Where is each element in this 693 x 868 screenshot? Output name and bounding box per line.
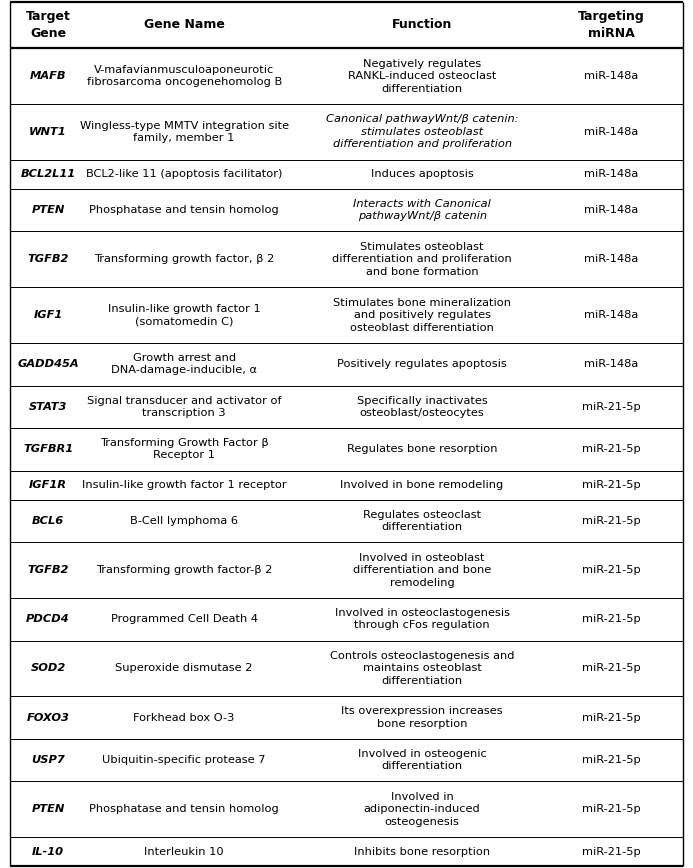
- Text: IGF1R: IGF1R: [29, 480, 67, 490]
- Text: BCL6: BCL6: [32, 516, 64, 526]
- Text: Signal transducer and activator of
transcription 3: Signal transducer and activator of trans…: [87, 396, 281, 418]
- Text: Negatively regulates
RANKL-induced osteoclast
differentiation: Negatively regulates RANKL-induced osteo…: [348, 59, 496, 94]
- Text: Induces apoptosis: Induces apoptosis: [371, 169, 473, 180]
- Text: miR-148a: miR-148a: [584, 310, 638, 320]
- Text: Involved in osteoclastogenesis
through cFos regulation: Involved in osteoclastogenesis through c…: [335, 608, 509, 630]
- Text: Interacts with Canonical
pathwayWnt/β catenin: Interacts with Canonical pathwayWnt/β ca…: [353, 199, 491, 221]
- Text: Canonical pathwayWnt/β catenin:
stimulates osteoblast
differentiation and prolif: Canonical pathwayWnt/β catenin: stimulat…: [326, 115, 518, 149]
- Text: PDCD4: PDCD4: [26, 615, 70, 624]
- Text: Involved in osteoblast
differentiation and bone
remodeling: Involved in osteoblast differentiation a…: [353, 553, 491, 588]
- Text: V-mafavianmusculoaponeurotic
fibrosarcoma oncogenehomolog B: V-mafavianmusculoaponeurotic fibrosarcom…: [87, 65, 282, 88]
- Text: BCL2L11: BCL2L11: [21, 169, 76, 180]
- Text: IL-10: IL-10: [32, 846, 64, 857]
- Text: miR-21-5p: miR-21-5p: [582, 663, 641, 674]
- Text: TGFB2: TGFB2: [27, 254, 69, 265]
- Text: miR-21-5p: miR-21-5p: [582, 480, 641, 490]
- Text: miR-21-5p: miR-21-5p: [582, 846, 641, 857]
- Text: miR-148a: miR-148a: [584, 254, 638, 265]
- Text: Targeting
miRNA: Targeting miRNA: [578, 10, 644, 40]
- Text: FOXO3: FOXO3: [26, 713, 69, 722]
- Text: MAFB: MAFB: [30, 71, 67, 81]
- Text: Phosphatase and tensin homolog: Phosphatase and tensin homolog: [89, 804, 279, 814]
- Text: miR-148a: miR-148a: [584, 127, 638, 137]
- Text: Interleukin 10: Interleukin 10: [144, 846, 224, 857]
- Text: miR-148a: miR-148a: [584, 71, 638, 81]
- Text: Regulates bone resorption: Regulates bone resorption: [347, 444, 498, 454]
- Text: Transforming growth factor-β 2: Transforming growth factor-β 2: [96, 565, 272, 575]
- Text: Stimulates osteoblast
differentiation and proliferation
and bone formation: Stimulates osteoblast differentiation an…: [332, 242, 512, 277]
- Text: Inhibits bone resorption: Inhibits bone resorption: [354, 846, 490, 857]
- Text: Stimulates bone mineralization
and positively regulates
osteoblast differentiati: Stimulates bone mineralization and posit…: [333, 298, 511, 332]
- Text: PTEN: PTEN: [31, 804, 64, 814]
- Text: miR-21-5p: miR-21-5p: [582, 615, 641, 624]
- Text: Transforming Growth Factor β
Receptor 1: Transforming Growth Factor β Receptor 1: [100, 438, 268, 460]
- Text: Insulin-like growth factor 1
(somatomedin C): Insulin-like growth factor 1 (somatomedi…: [108, 304, 261, 326]
- Text: Specifically inactivates
osteoblast/osteocytes: Specifically inactivates osteoblast/oste…: [357, 396, 487, 418]
- Text: miR-21-5p: miR-21-5p: [582, 713, 641, 722]
- Text: STAT3: STAT3: [29, 402, 67, 411]
- Text: TGFB2: TGFB2: [27, 565, 69, 575]
- Text: miR-21-5p: miR-21-5p: [582, 516, 641, 526]
- Text: Phosphatase and tensin homolog: Phosphatase and tensin homolog: [89, 205, 279, 215]
- Text: Gene Name: Gene Name: [143, 18, 225, 31]
- Text: Programmed Cell Death 4: Programmed Cell Death 4: [111, 615, 258, 624]
- Text: Regulates osteoclast
differentiation: Regulates osteoclast differentiation: [363, 510, 481, 532]
- Text: Ubiquitin-specific protease 7: Ubiquitin-specific protease 7: [103, 755, 266, 765]
- Text: Controls osteoclastogenesis and
maintains osteoblast
differentiation: Controls osteoclastogenesis and maintain…: [330, 651, 514, 686]
- Text: USP7: USP7: [31, 755, 65, 765]
- Text: Involved in osteogenic
differentiation: Involved in osteogenic differentiation: [358, 749, 486, 772]
- Text: Forkhead box O-3: Forkhead box O-3: [134, 713, 235, 722]
- Text: Target
Gene: Target Gene: [26, 10, 71, 40]
- Text: IGF1: IGF1: [33, 310, 62, 320]
- Text: miR-21-5p: miR-21-5p: [582, 804, 641, 814]
- Text: Superoxide dismutase 2: Superoxide dismutase 2: [116, 663, 253, 674]
- Text: miR-21-5p: miR-21-5p: [582, 755, 641, 765]
- Text: WNT1: WNT1: [29, 127, 67, 137]
- Text: Function: Function: [392, 18, 453, 31]
- Text: Involved in bone remodeling: Involved in bone remodeling: [340, 480, 504, 490]
- Text: miR-21-5p: miR-21-5p: [582, 565, 641, 575]
- Text: TGFBR1: TGFBR1: [23, 444, 73, 454]
- Text: miR-21-5p: miR-21-5p: [582, 444, 641, 454]
- Text: Growth arrest and
DNA-damage-inducible, α: Growth arrest and DNA-damage-inducible, …: [111, 353, 257, 376]
- Text: PTEN: PTEN: [31, 205, 64, 215]
- Text: Insulin-like growth factor 1 receptor: Insulin-like growth factor 1 receptor: [82, 480, 286, 490]
- Text: miR-148a: miR-148a: [584, 169, 638, 180]
- Text: GADD45A: GADD45A: [17, 359, 79, 369]
- Text: miR-148a: miR-148a: [584, 205, 638, 215]
- Text: B-Cell lymphoma 6: B-Cell lymphoma 6: [130, 516, 238, 526]
- Text: miR-148a: miR-148a: [584, 359, 638, 369]
- Text: Positively regulates apoptosis: Positively regulates apoptosis: [337, 359, 507, 369]
- Text: Wingless-type MMTV integration site
family, member 1: Wingless-type MMTV integration site fami…: [80, 121, 289, 143]
- Text: Transforming growth factor, β 2: Transforming growth factor, β 2: [94, 254, 274, 265]
- Text: miR-21-5p: miR-21-5p: [582, 402, 641, 411]
- Text: Involved in
adiponectin-induced
osteogenesis: Involved in adiponectin-induced osteogen…: [364, 792, 480, 826]
- Text: SOD2: SOD2: [30, 663, 66, 674]
- Text: Its overexpression increases
bone resorption: Its overexpression increases bone resorp…: [342, 707, 503, 729]
- Text: BCL2-like 11 (apoptosis facilitator): BCL2-like 11 (apoptosis facilitator): [86, 169, 282, 180]
